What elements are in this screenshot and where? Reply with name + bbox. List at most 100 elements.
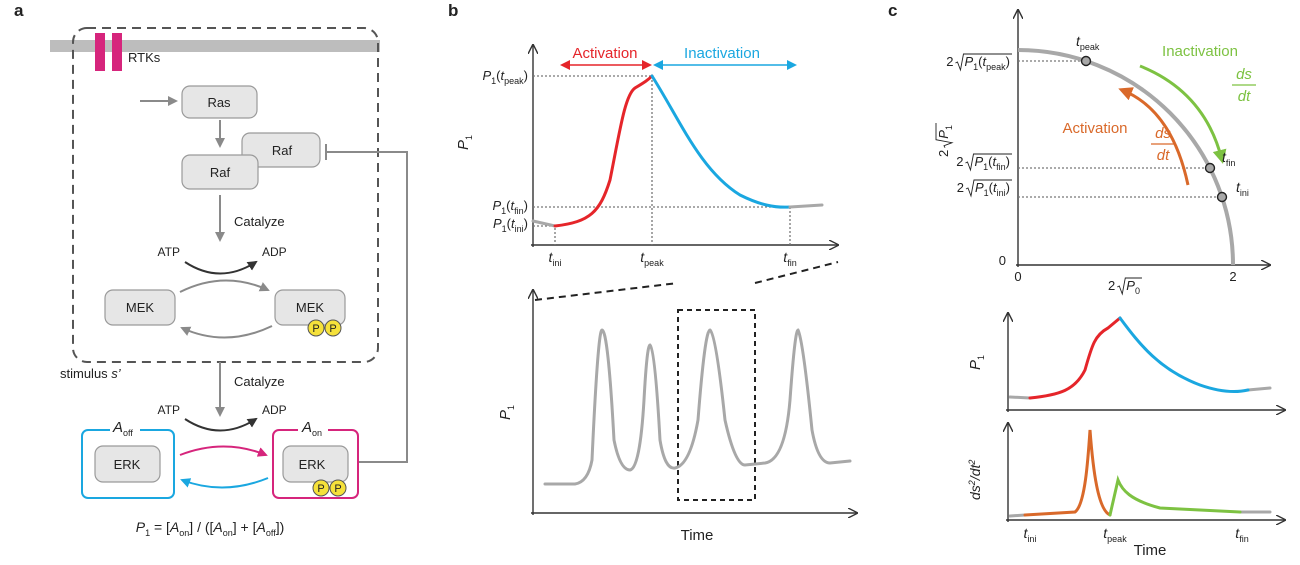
inactivation-curve [1118, 316, 1250, 394]
phospho-circle [312, 479, 330, 497]
y-tick-label-radicand-part: P [964, 54, 973, 69]
y-tick-label-coef: 2 [957, 180, 964, 195]
a-off-label: Aoff [112, 419, 133, 438]
y-tick-label-radicand: P1(tini) [975, 180, 1010, 198]
stimulus-label-part: stimulus [60, 366, 111, 381]
y-tick-label-part: ( [507, 216, 512, 231]
rtk [112, 33, 122, 71]
y-axis-label-part: ds [967, 485, 983, 500]
y-tick-label-part: ) [524, 216, 528, 231]
y-axis-label-part: P [967, 360, 984, 370]
y-tick-label-part: 1 [502, 224, 507, 234]
label-backing [110, 420, 140, 436]
y-tick-label: 2 P1(tfin) [956, 153, 1012, 172]
phospho-label: P [317, 483, 324, 495]
rate-numerator: ds [1155, 125, 1171, 142]
formula-part: P [136, 519, 146, 535]
y-tick-label-part: ) [524, 68, 528, 83]
mek-label: MEK [126, 300, 155, 315]
ras-label: Ras [207, 95, 231, 110]
y-tick-label-radicand-part: t [993, 154, 998, 169]
cytoplasm-box [72, 27, 379, 363]
formula-part: ] + [ [233, 519, 257, 535]
x-tick-label-part: peak [644, 258, 664, 268]
y-tick-label-radicand-part: t [993, 180, 998, 195]
panel-label: a [14, 1, 24, 20]
raf-box [241, 132, 321, 168]
erk-box [94, 445, 161, 483]
activation-label: Activation [572, 45, 637, 62]
y-tick-label-radicand-part: ) [1006, 54, 1010, 69]
adp-label: ADP [262, 403, 287, 417]
y-tick-label-radicand-part: ) [1006, 154, 1010, 169]
point-label-part: t [1222, 149, 1227, 165]
y-tick-label-radicand-part: peak [986, 62, 1006, 72]
y-tick-label-part: fin [514, 206, 524, 216]
raf-box [181, 154, 259, 190]
panel-b: b Activation Inactivation Time P1(tpeak)… [448, 1, 857, 544]
y-axis-label-coef: 2 [936, 150, 951, 157]
zoom-box [677, 309, 756, 501]
x-tick-label-part: fin [1239, 534, 1249, 544]
stimulus-label-part: s’ [111, 366, 122, 381]
x-tick-label: tini [549, 249, 562, 268]
y-axis-label-radical [935, 123, 954, 148]
activation-curve [1028, 316, 1122, 400]
curve [531, 219, 557, 228]
phospho-circle [324, 319, 342, 337]
x-end-label: 2 [1229, 269, 1236, 284]
y-axis-label-radicand-part: 1 [944, 125, 954, 130]
point [1216, 191, 1228, 203]
atp-label: ATP [158, 245, 180, 259]
y-tick-label-radical [965, 179, 1012, 198]
y-tick-label: P1(tfin) [492, 198, 528, 216]
y-tick-label-radicand-part: t [983, 54, 988, 69]
activation-arrow [1118, 87, 1190, 186]
y-axis-label: P1 [967, 355, 986, 370]
y-axis-label-part: P [497, 410, 514, 420]
y-tick-label-part: t [511, 198, 516, 213]
x-axis-label: Time [1134, 542, 1167, 559]
panel-label: b [448, 1, 458, 20]
point-label-part: t [1236, 179, 1241, 195]
y-tick-label-radicand-part: P [974, 154, 983, 169]
rate-denominator: dt [1157, 147, 1170, 164]
a-on-label-part: on [312, 428, 322, 438]
mek-box [104, 289, 176, 326]
x-tick-label-part: t [1235, 525, 1240, 541]
phospho-label: P [334, 483, 341, 495]
x-tick-label-part: t [1024, 525, 1029, 541]
panel-a: a RTKs Ras Raf Raf Catalyze ATP ADP MEK … [14, 1, 408, 538]
y-tick-label-part: ( [506, 198, 511, 213]
formula-part: off [266, 528, 276, 538]
y-axis-label-part: 1 [506, 405, 516, 410]
y-axis-label-radicand: P1 [936, 125, 954, 139]
inactivation-curve [650, 74, 792, 209]
curve [788, 203, 824, 209]
atp-label: ATP [158, 403, 180, 417]
x-tick-label-part: fin [787, 258, 797, 268]
raf-label: Raf [272, 143, 293, 158]
erk-label: ERK [299, 457, 326, 472]
arrow [179, 279, 270, 293]
formula-part: A [256, 519, 266, 535]
x-axis-label-radical [1117, 277, 1142, 296]
y-axis-label: ds2/dt2 [967, 460, 983, 500]
y-axis-label: 2 P1 [935, 123, 954, 157]
stimulus-label: stimulus s’ [60, 366, 122, 381]
point-label-part: ini [1240, 188, 1249, 198]
x-tick-label-part: t [783, 249, 788, 265]
inactivation-rate-curve [1108, 474, 1242, 517]
y-axis-label-part: P [455, 140, 472, 150]
arrow [179, 445, 268, 457]
y-tick-label-radicand-part: 1 [983, 162, 988, 172]
guide-lines [533, 75, 791, 245]
point-label: tini [1236, 179, 1249, 198]
guide-lines [1018, 60, 1222, 198]
inactivation-arrow [1139, 64, 1227, 164]
y-axis-label-radicand-part: P [936, 130, 951, 139]
adp-label: ADP [262, 245, 287, 259]
formula-part: on [223, 528, 233, 538]
x-axis-label: 2 P0 [1108, 277, 1142, 296]
